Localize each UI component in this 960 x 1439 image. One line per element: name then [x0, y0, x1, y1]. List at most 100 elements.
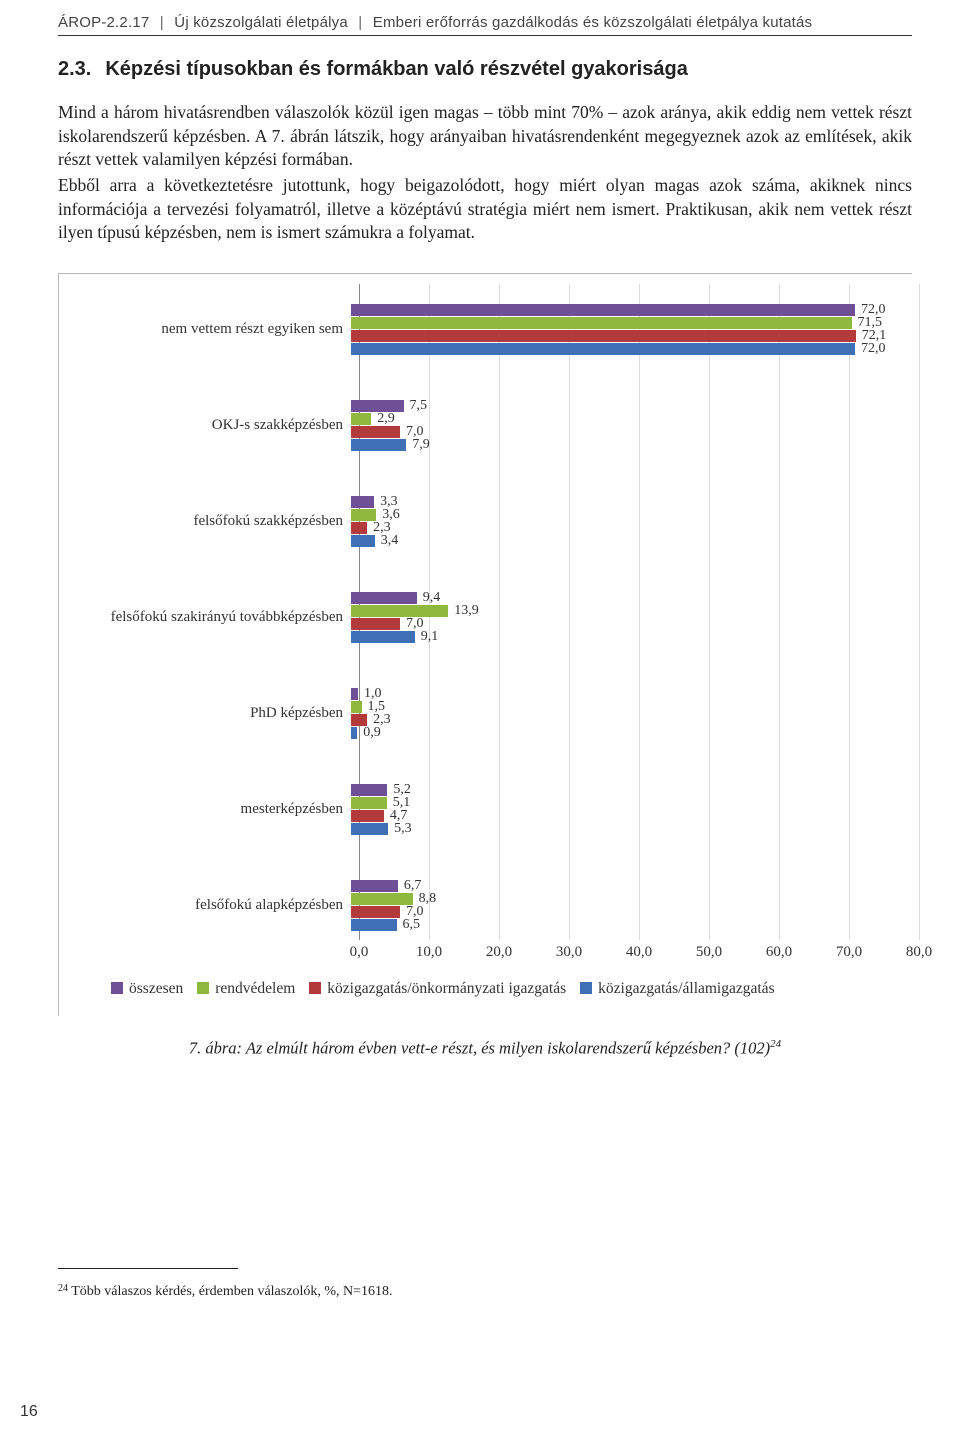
chart-category-group: felsőfokú szakképzésben 3,33,62,33,4	[81, 496, 890, 548]
chart-x-tick: 50,0	[696, 944, 722, 961]
chart-bar: 13,9	[351, 605, 890, 617]
chart-bar-value: 3,3	[374, 496, 398, 508]
chart-bar: 6,5	[351, 919, 890, 931]
chart-bar-value: 7,0	[400, 426, 424, 438]
chart-bar: 9,4	[351, 592, 890, 604]
chart-bar: 5,3	[351, 823, 890, 835]
page-number: 16	[20, 1403, 38, 1421]
chart-x-tick: 40,0	[626, 944, 652, 961]
chart-bar: 0,9	[351, 727, 890, 739]
chart-bar-value: 4,7	[384, 810, 408, 822]
chart-bar-value: 6,7	[398, 880, 422, 892]
chart-bar-value: 5,3	[388, 823, 412, 835]
chart-bar-value: 1,0	[358, 688, 382, 700]
section-heading: Képzési típusokban és formákban való rés…	[105, 58, 687, 80]
chart-category-label: mesterképzésben	[81, 801, 351, 818]
chart-bar-value: 7,0	[400, 618, 424, 630]
chart-x-tick: 70,0	[836, 944, 862, 961]
chart-bar: 71,5	[351, 317, 890, 329]
chart-bar: 4,7	[351, 810, 890, 822]
page: ÁROP-2.2.17 | Új közszolgálati életpálya…	[0, 0, 960, 1439]
chart-bar: 7,9	[351, 439, 890, 451]
legend-label: közigazgatás/államigazgatás	[598, 980, 774, 997]
chart-bar-value: 9,4	[417, 592, 441, 604]
chart-plot-area: nem vettem részt egyiken sem72,071,572,1…	[81, 304, 890, 932]
chart-bar: 3,4	[351, 535, 890, 547]
chart-category-group: PhD képzésben 1,01,52,30,9	[81, 688, 890, 740]
chart-bar: 72,1	[351, 330, 890, 342]
chart-bar-value: 5,1	[387, 797, 411, 809]
chart-bar-value: 3,4	[375, 535, 399, 547]
legend-label: közigazgatás/önkormányzati igazgatás	[327, 980, 566, 997]
chart-bar-value: 7,5	[404, 400, 428, 412]
chart-bar: 72,0	[351, 343, 890, 355]
chart-bar-value: 8,8	[413, 893, 437, 905]
chart-bar-value: 72,1	[856, 330, 887, 342]
chart-category-label: OKJ-s szakképzésben	[81, 417, 351, 434]
chart-bar: 2,3	[351, 714, 890, 726]
body-paragraph-1: Mind a három hivatásrendben válaszolók k…	[58, 101, 912, 172]
legend-label: összesen	[129, 980, 183, 997]
chart-x-tick: 10,0	[416, 944, 442, 961]
chart-category-label: nem vettem részt egyiken sem	[81, 321, 351, 338]
chart-bar: 9,1	[351, 631, 890, 643]
header-rule	[58, 35, 912, 36]
separator-icon: |	[154, 14, 170, 31]
chart-bar: 2,9	[351, 413, 890, 425]
header-part-2: Új közszolgálati életpálya	[174, 14, 348, 31]
chart-category-label: felsőfokú szakképzésben	[81, 513, 351, 530]
chart-x-tick: 60,0	[766, 944, 792, 961]
chart-bar-value: 1,5	[362, 701, 386, 713]
chart-bar: 3,3	[351, 496, 890, 508]
chart-bar: 5,1	[351, 797, 890, 809]
legend-swatch	[197, 982, 209, 994]
chart-bar-value: 9,1	[415, 631, 439, 643]
chart-legend: összesen rendvédelem közigazgatás/önkormán…	[111, 980, 890, 998]
chart-category-group: nem vettem részt egyiken sem72,071,572,1…	[81, 304, 890, 356]
body-paragraph-2: Ebből arra a következtetésre jutottunk, …	[58, 174, 912, 245]
chart-x-axis: 0,010,020,030,040,050,060,070,080,0	[359, 944, 919, 964]
chart-bar: 7,0	[351, 618, 890, 630]
chart-bar: 7,0	[351, 906, 890, 918]
chart-bar-value: 5,2	[387, 784, 411, 796]
chart-bar: 1,5	[351, 701, 890, 713]
header-code: ÁROP-2.2.17	[58, 14, 149, 31]
chart-x-tick: 80,0	[906, 944, 932, 961]
chart-category-group: felsőfokú szakirányú továbbképzésben 9,41…	[81, 592, 890, 644]
caption-text: 7. ábra: Az elmúlt három évben vett-e ré…	[189, 1038, 770, 1057]
chart-bar: 5,2	[351, 784, 890, 796]
separator-icon: |	[352, 14, 368, 31]
footnote-rule	[58, 1268, 238, 1269]
legend-label: rendvédelem	[215, 980, 295, 997]
chart-bar-value: 0,9	[357, 727, 381, 739]
legend-swatch	[309, 982, 321, 994]
chart-bar: 72,0	[351, 304, 890, 316]
chart-bar-value: 7,0	[400, 906, 424, 918]
chart-bar: 3,6	[351, 509, 890, 521]
chart-category-group: mesterképzésben 5,25,14,75,3	[81, 784, 890, 836]
chart-bar-value: 71,5	[852, 317, 883, 329]
chart-bar-value: 7,9	[406, 439, 430, 451]
header-part-3: Emberi erőforrás gazdálkodás és közszolg…	[373, 14, 813, 31]
running-header: ÁROP-2.2.17 | Új közszolgálati életpálya…	[58, 14, 912, 31]
chart-bar: 1,0	[351, 688, 890, 700]
chart-bar: 2,3	[351, 522, 890, 534]
chart-bar: 7,5	[351, 400, 890, 412]
chart-category-group: felsőfokú alapképzésben 6,78,87,06,5	[81, 880, 890, 932]
chart-x-tick: 30,0	[556, 944, 582, 961]
caption-footnote-ref: 24	[770, 1038, 781, 1050]
chart-x-tick: 20,0	[486, 944, 512, 961]
chart-bar-value: 2,3	[367, 522, 391, 534]
chart-category-label: felsőfokú alapképzésben	[81, 897, 351, 914]
legend-swatch	[111, 982, 123, 994]
chart-category-label: felsőfokú szakirányú továbbképzésben	[81, 609, 351, 626]
footnote-number: 24	[58, 1283, 68, 1294]
figure-caption: 7. ábra: Az elmúlt három évben vett-e ré…	[58, 1038, 912, 1059]
chart-x-tick: 0,0	[350, 944, 369, 961]
chart-category-label: PhD képzésben	[81, 705, 351, 722]
section-title: 2.3.Képzési típusokban és formákban való…	[58, 58, 912, 81]
footnote: 24 Több válaszos kérdés, érdemben válasz…	[58, 1283, 912, 1300]
chart-bar-value: 72,0	[855, 343, 886, 355]
chart-bar: 8,8	[351, 893, 890, 905]
section-number: 2.3.	[58, 58, 105, 80]
